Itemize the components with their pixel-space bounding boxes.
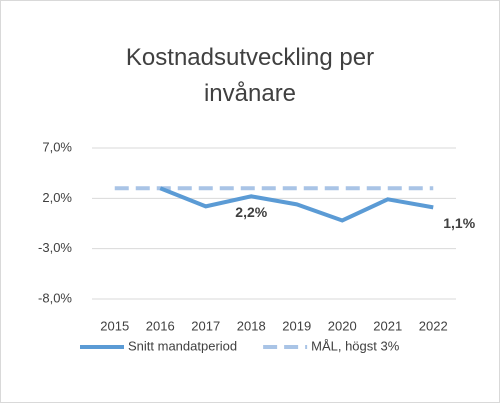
y-tick-label: 2,0% bbox=[42, 190, 72, 205]
data-label: 2,2% bbox=[235, 204, 267, 220]
y-tick-label: -3,0% bbox=[38, 240, 72, 255]
chart-title: Kostnadsutveckling per invånare bbox=[125, 44, 375, 107]
y-tick-label: -8,0% bbox=[38, 290, 72, 305]
x-tick-label: 2022 bbox=[419, 318, 448, 333]
y-tick-label: 7,0% bbox=[42, 139, 72, 154]
legend-label: Snitt mandatperiod bbox=[128, 338, 237, 353]
x-tick-label: 2016 bbox=[146, 318, 175, 333]
data-line bbox=[159, 186, 434, 223]
x-tick-label: 2017 bbox=[191, 318, 220, 333]
x-tick-label: 2021 bbox=[373, 318, 402, 333]
x-tick-label: 2015 bbox=[100, 318, 129, 333]
x-tick-label: 2019 bbox=[282, 318, 311, 333]
legend-label: MÅL, högst 3% bbox=[311, 338, 400, 353]
x-tick-label: 2020 bbox=[328, 318, 357, 333]
x-tick-label: 2018 bbox=[237, 318, 266, 333]
data-label: 1,1% bbox=[443, 215, 475, 231]
